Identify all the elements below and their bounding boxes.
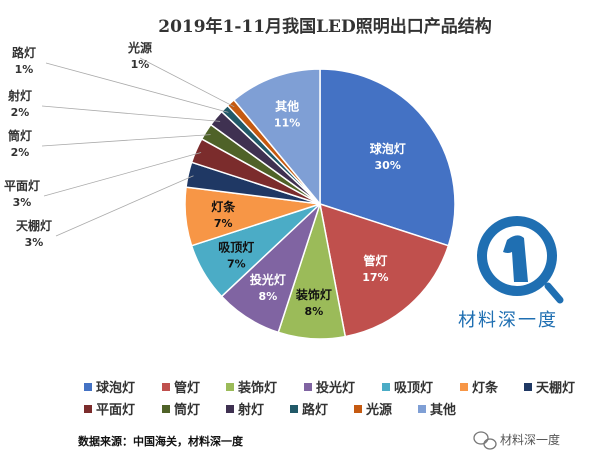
pie-slice-qita	[232, 68, 321, 207]
legend-swatch-pingmian	[84, 405, 92, 413]
slice-label-tianpeng: 天棚灯	[16, 218, 52, 233]
slice-percent-guandeng: 17%	[362, 271, 388, 284]
legend-label-tianpeng: 天棚灯	[536, 380, 575, 396]
chart-title: 2019年1-11月我国LED照明出口产品结构	[158, 16, 492, 37]
legend-label-zhuangshi: 装饰灯	[237, 380, 277, 396]
legend-swatch-touguang	[304, 383, 312, 391]
legend-swatch-guandeng	[162, 383, 170, 391]
slice-label-dengtiao: 灯条	[211, 199, 236, 214]
legend-label-touguang: 投光灯	[316, 380, 355, 396]
slice-percent-guangyuan: 1%	[131, 58, 150, 71]
leader-line-tianpeng	[55, 175, 194, 237]
logo-glyph	[503, 235, 528, 282]
legend-label-tongdeng: 筒灯	[174, 402, 200, 418]
slice-label-xiding: 吸顶灯	[218, 240, 254, 255]
legend-label-shedeng: 射灯	[237, 402, 264, 418]
slice-percent-shedeng: 2%	[11, 106, 30, 119]
pie	[184, 68, 456, 340]
legend-label-qita: 其他	[430, 402, 456, 418]
slice-percent-dengtiao: 7%	[214, 217, 233, 230]
legend-swatch-shedeng	[226, 405, 234, 413]
slice-label-ludeng: 路灯	[12, 45, 36, 60]
leader-line-guangyuan	[139, 57, 235, 108]
legend-swatch-zhuangshi	[226, 383, 234, 391]
slice-percent-qiupao: 30%	[375, 159, 401, 172]
leader-line-shedeng	[41, 105, 221, 122]
pie-slice-guandeng	[319, 202, 450, 338]
leader-line-tongdeng	[41, 134, 211, 147]
leader-line-pingmian	[43, 152, 202, 197]
wechat-icon	[473, 431, 497, 450]
legend-swatch-qita	[418, 405, 426, 413]
slice-percent-qita: 11%	[274, 117, 300, 130]
logo-handle	[544, 282, 564, 304]
legend-label-guangyuan: 光源	[365, 402, 392, 418]
watermark-text: 材料深一度	[500, 432, 560, 447]
slice-label-guandeng: 管灯	[363, 253, 387, 268]
slice-label-pingmian: 平面灯	[4, 178, 40, 193]
legend-label-guandeng: 管灯	[174, 380, 200, 396]
watermark: 材料深一度	[473, 431, 560, 450]
pie-labels: 球泡灯 30% 管灯 17% 装饰灯 8% 投光灯 8% 吸顶灯 7% 灯条 7% 天棚灯 3% 平面灯 3%…	[4, 40, 406, 318]
pie-slice-qiupao	[319, 68, 456, 247]
slice-percent-tianpeng: 3%	[25, 236, 44, 249]
slice-label-shedeng: 射灯	[7, 88, 32, 103]
legend-swatch-guangyuan	[354, 405, 362, 413]
slice-percent-pingmian: 3%	[13, 196, 32, 209]
legend-label-qiupao: 球泡灯	[96, 380, 135, 396]
slice-label-zhuangshi: 装饰灯	[295, 287, 332, 302]
slice-percent-ludeng: 1%	[15, 63, 34, 76]
legend-swatch-ludeng	[290, 405, 298, 413]
legend-swatch-dengtiao	[460, 383, 468, 391]
source-note: 数据来源：中国海关，材料深一度	[78, 434, 244, 448]
slice-label-tongdeng: 筒灯	[8, 128, 32, 143]
legend-label-pingmian: 平面灯	[96, 402, 135, 418]
logo-text: 材料深一度	[458, 310, 558, 331]
leader-line-ludeng	[45, 62, 229, 113]
slice-label-qita: 其他	[275, 99, 299, 114]
slice-percent-touguang: 8%	[259, 290, 278, 303]
legend-swatch-tianpeng	[524, 383, 532, 391]
legend-label-ludeng: 路灯	[302, 402, 328, 418]
legend-swatch-tongdeng	[162, 405, 170, 413]
legend-label-xiding: 吸顶灯	[394, 380, 433, 396]
legend-swatch-qiupao	[84, 383, 92, 391]
slice-percent-xiding: 7%	[227, 258, 246, 271]
slice-label-touguang: 投光灯	[250, 272, 286, 287]
slice-percent-zhuangshi: 8%	[305, 305, 324, 318]
slice-label-guangyuan: 光源	[127, 40, 152, 55]
slice-percent-tongdeng: 2%	[11, 146, 30, 159]
slice-label-qiupao: 球泡灯	[370, 141, 406, 156]
legend-label-dengtiao: 灯条	[472, 380, 499, 396]
legend-swatch-xiding	[382, 383, 390, 391]
logo: 材料深一度	[458, 216, 564, 331]
